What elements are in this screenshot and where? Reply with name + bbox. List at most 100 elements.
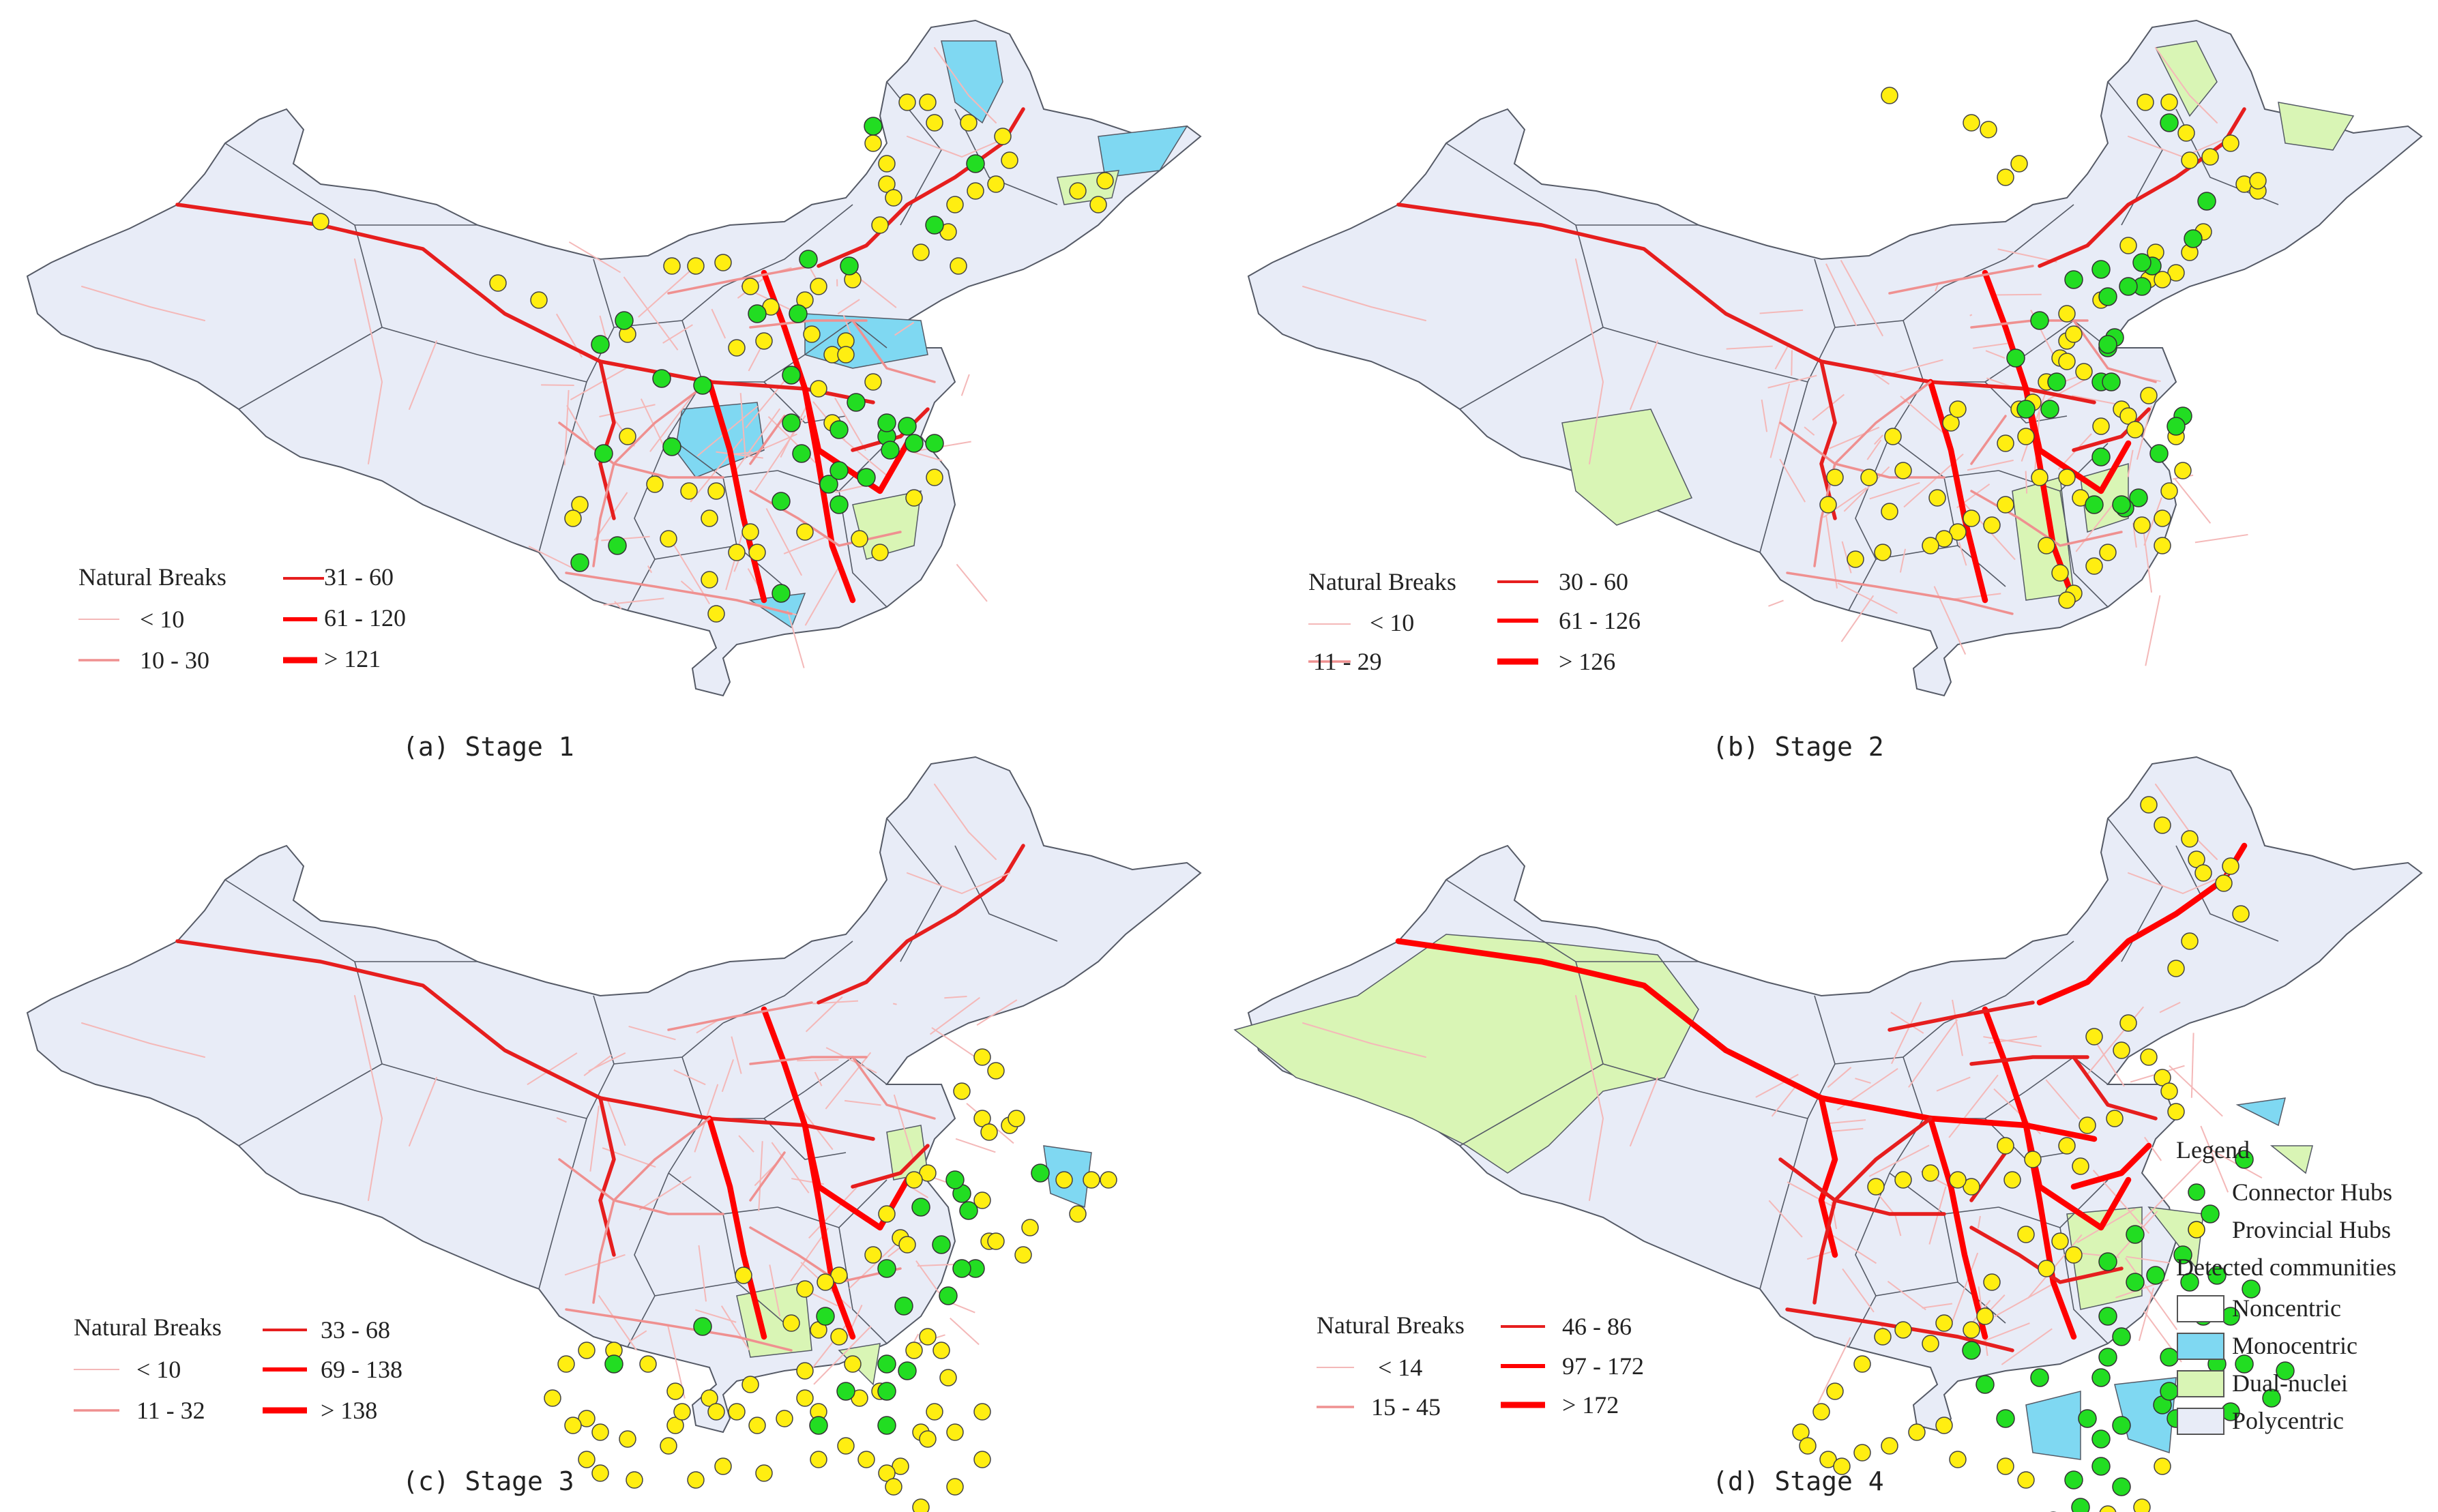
break-label-2: 15 - 45	[1371, 1393, 1441, 1421]
rail-corridor-7	[851, 407, 930, 452]
connector-hub-20	[819, 475, 838, 494]
connector-hub-37	[2242, 1279, 2261, 1299]
provincial-hub-9	[2249, 172, 2267, 190]
rail-link-faint-50	[837, 299, 860, 314]
connector-hub-24	[2112, 1477, 2131, 1496]
connector-hub-15	[836, 1382, 855, 1401]
rail-link-faint-55	[814, 1071, 823, 1086]
provincial-hub-54	[2017, 1471, 2035, 1489]
rail-corridor-16	[409, 340, 437, 410]
connector-hub-14	[594, 444, 613, 463]
provincial-hub-73	[973, 1451, 991, 1468]
rail-link-faint-7	[1949, 1252, 1979, 1329]
connector-hub-21	[2091, 1429, 2111, 1449]
rail-corridor-10	[749, 319, 868, 329]
rail-corridor-15	[1302, 1022, 1426, 1058]
provincial-hub-28	[530, 291, 548, 309]
rail-link-faint-11	[1948, 1074, 1999, 1138]
connector-hub-10	[2064, 270, 2083, 289]
legend-connector-hubs: Connector Hubs	[2232, 1179, 2392, 1206]
provincial-hub-53	[1997, 1457, 2014, 1475]
provincial-hub-41	[1853, 1355, 1871, 1373]
break-label-4: 61 - 120	[324, 604, 406, 632]
rail-link-faint-39	[570, 366, 629, 401]
rail-link-faint-57	[813, 1325, 872, 1385]
provincial-hub-42	[1826, 1382, 1844, 1400]
provincial-hub-75	[973, 1403, 991, 1421]
provincial-hub-55	[564, 1417, 582, 1434]
connector-hub-15	[662, 437, 681, 456]
provincial-hub-68	[2058, 353, 2076, 370]
rail-link-faint-56	[891, 445, 943, 462]
provincial-hub-30	[844, 1355, 862, 1373]
provincial-hub-26	[2140, 387, 2158, 404]
province-border-13	[1984, 381, 2068, 424]
provincial-hub-2	[2160, 93, 2178, 111]
rail-link-faint-20	[1874, 434, 1883, 445]
connector-hub-35	[2126, 1273, 2145, 1292]
provincial-hub-78	[578, 1451, 596, 1468]
rail-link-faint-40	[2075, 504, 2113, 552]
rail-link-faint-39	[1842, 1268, 1875, 1313]
provincial-hub-1	[2140, 796, 2158, 814]
connector-hub-28	[1976, 1375, 1995, 1394]
province-border-19	[634, 436, 669, 560]
rail-link-faint-32	[825, 1052, 872, 1110]
provincial-hub-15	[1069, 182, 1087, 200]
rail-corridor-20	[2072, 319, 2157, 383]
provincial-hub-44	[646, 475, 664, 493]
rail-link-faint-9	[698, 1245, 707, 1302]
provincial-hub-53	[591, 1423, 609, 1441]
rail-link-faint-29	[588, 1052, 626, 1072]
rail-link-faint-5	[2072, 394, 2123, 406]
rail-link-faint-30	[1726, 345, 1773, 350]
rail-link-faint-41	[1812, 394, 1845, 421]
provincial-hub-20	[2058, 1137, 2076, 1155]
rail-link-faint-4	[2145, 595, 2161, 666]
connector-hub-8	[615, 311, 634, 330]
provincial-hub-14	[987, 175, 1005, 193]
provincial-hub-76	[626, 1471, 643, 1489]
rail-link-faint-47	[556, 1117, 567, 1123]
rail-link-faint-13	[738, 1135, 754, 1153]
provincial-hub-30	[803, 325, 821, 343]
provincial-hub-45	[1884, 428, 1902, 445]
provincial-hub-33	[2038, 1260, 2055, 1277]
connector-hub-17	[877, 1416, 896, 1435]
rail-link-faint-46	[2194, 533, 2248, 544]
rail-link-faint-41	[2125, 1257, 2178, 1331]
provincial-hub-3	[2181, 830, 2199, 848]
legend-noncentric: Noncentric	[2232, 1294, 2341, 1322]
rail-link-faint-43	[771, 1142, 810, 1194]
connector-hub-4	[932, 1235, 951, 1254]
provincial-hub-39	[1874, 1328, 1892, 1346]
provincial-hub-32	[2065, 1246, 2083, 1264]
connector-hub-31	[2160, 1382, 2179, 1401]
connector-hub-25	[2071, 1498, 2090, 1512]
province-border-3	[238, 327, 383, 410]
provincial-hub-7	[967, 182, 984, 200]
provincial-hub-64	[2010, 155, 2028, 173]
provincial-hub-3	[953, 1082, 971, 1100]
provincial-hub-18	[2106, 1110, 2124, 1127]
rail-link-faint-57	[1837, 582, 1898, 614]
provincial-hub-5	[2194, 864, 2212, 882]
rail-link-faint-58	[931, 1027, 979, 1060]
legend-provincial-hubs: Provincial Hubs	[2232, 1216, 2391, 1243]
rail-link-faint-34	[589, 1106, 600, 1172]
provincial-hub-48	[1853, 1444, 1871, 1462]
rail-link-faint-48	[2136, 406, 2152, 460]
rail-link-faint-34	[2200, 1125, 2229, 1193]
provincial-hub-19	[810, 278, 827, 295]
provincial-hub-24	[663, 257, 681, 275]
provincial-hub-11	[2119, 1014, 2137, 1032]
connector-hub-30	[2030, 1368, 2049, 1387]
rail-link-faint-57	[748, 347, 761, 372]
provincial-hub-68	[673, 1403, 691, 1421]
rail-link-faint-11	[1967, 459, 2014, 471]
rail-link-faint-2	[690, 438, 743, 503]
rail-corridor-17	[1785, 1307, 2014, 1352]
provincial-hub-53	[1894, 462, 1912, 479]
province-border-4	[477, 995, 615, 1119]
provincial-hub-38	[905, 489, 923, 507]
